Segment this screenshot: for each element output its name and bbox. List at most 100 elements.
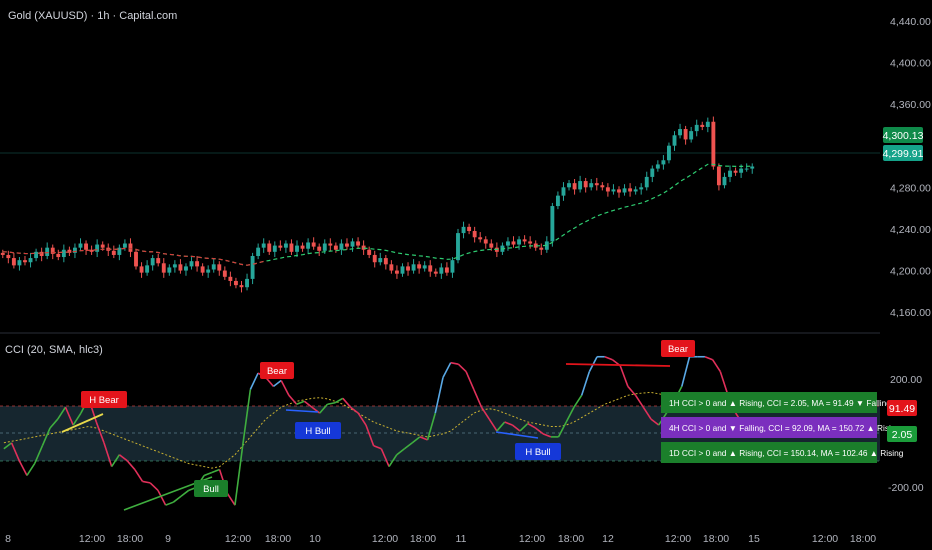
table-row	[661, 392, 877, 413]
candle-body	[594, 183, 599, 186]
candle-body	[394, 270, 399, 274]
candle-body	[655, 164, 660, 169]
cci-segment	[634, 394, 644, 408]
cci-axis-tick-neg200: -200.00	[888, 482, 924, 494]
candle-body	[561, 187, 566, 196]
chart-title: Gold (XAUUSD) · 1h · Capital.com	[8, 10, 177, 22]
candle-body	[694, 124, 699, 132]
candle-body	[555, 195, 560, 207]
cci-segment	[142, 480, 151, 484]
time-tick-label: 15	[748, 533, 760, 545]
candle-body	[456, 233, 460, 261]
candle-body	[739, 168, 744, 173]
candle-body	[100, 244, 105, 248]
cci-segment	[542, 433, 552, 438]
marker-bull: Bull	[194, 480, 228, 497]
divergence-line-blue-2	[495, 431, 539, 439]
candle-body	[78, 243, 83, 248]
marker-box	[81, 391, 127, 408]
cci-segment	[534, 427, 544, 435]
candle-body	[417, 264, 422, 269]
cci-segment	[134, 469, 144, 482]
cci-segment	[64, 406, 74, 426]
cci-segment	[311, 406, 321, 414]
cci-pane[interactable]: CCI (20, SMA, hlc3) H BearBearBearBullH …	[0, 340, 904, 511]
cci-segment	[265, 377, 275, 387]
marker-label: H Bear	[89, 395, 119, 406]
candle-body	[211, 264, 216, 270]
divergence-line-red-1	[565, 363, 671, 367]
cci-segment	[3, 442, 13, 450]
cci-segment	[642, 406, 652, 420]
candle-body	[206, 269, 211, 273]
candles-layer	[0, 116, 755, 293]
candle-body	[367, 249, 372, 255]
candle-body	[711, 121, 716, 167]
time-tick-label: 18:00	[265, 533, 291, 545]
cci-badge-red-text: 91.49	[889, 403, 915, 415]
price-pane[interactable]: Gold (XAUUSD) · 1h · Capital.com	[0, 10, 880, 293]
candle-body	[345, 243, 349, 247]
cci-segment	[41, 427, 51, 447]
time-tick-label: 9	[165, 533, 171, 545]
cci-segment	[419, 436, 428, 441]
table-row	[661, 417, 877, 438]
cci-segment	[149, 482, 159, 491]
candle-body	[483, 239, 488, 244]
cci-segment	[319, 403, 329, 414]
price-tick-label: 4,240.00	[890, 224, 931, 236]
candle-body	[272, 245, 277, 252]
cci-segment	[704, 355, 713, 361]
cci-segment	[496, 421, 506, 432]
cci-segment	[627, 385, 637, 396]
price-badge-teal-text: 4,299.91	[883, 148, 924, 160]
candle-body	[433, 271, 438, 274]
cci-segment	[396, 448, 405, 456]
cci-segment	[434, 377, 444, 414]
candle-body	[683, 129, 688, 140]
table-row-text: 1D CCI > 0 and ▲ Rising, CCI = 150.14, M…	[669, 448, 904, 458]
indicator-title: CCI (20, SMA, hlc3)	[5, 344, 103, 356]
marker-label: Bear	[668, 344, 688, 355]
marker-hbull: H Bull	[515, 443, 561, 460]
candle-body	[550, 206, 555, 242]
candle-body	[322, 243, 327, 251]
candle-body	[295, 245, 299, 252]
candle-body	[184, 266, 188, 271]
time-tick-label: 8	[5, 533, 11, 545]
candle-body	[705, 121, 710, 127]
time-tick-label: 18:00	[558, 533, 584, 545]
divergence-line-yellow	[61, 413, 104, 433]
time-axis[interactable]: 8 12:00 18:00 9 12:00 18:00 10 12:00 18:00 11 12:0…	[5, 533, 876, 545]
candle-body	[406, 266, 410, 271]
cci-segment	[450, 361, 459, 365]
candle-body	[400, 266, 405, 274]
cci-segment	[226, 492, 236, 506]
candle-body	[428, 265, 433, 272]
candle-body	[67, 249, 72, 253]
candle-body	[578, 181, 583, 190]
price-tick-label: 4,280.00	[890, 182, 931, 194]
candle-body	[134, 251, 138, 267]
candle-body	[261, 243, 266, 248]
candle-body	[228, 276, 233, 281]
candle-body	[744, 168, 749, 170]
candle-body	[750, 166, 755, 169]
candle-body	[200, 266, 205, 273]
cci-segment	[711, 359, 722, 373]
candle-body	[89, 249, 94, 252]
time-tick-label: 18:00	[410, 533, 436, 545]
cci-segment	[681, 356, 691, 387]
candle-body	[117, 247, 122, 255]
cci-segment	[580, 371, 591, 396]
moving-average-line-red	[2, 247, 264, 266]
cci-axis[interactable]: 200.00 -200.00 91.49 2.05	[887, 374, 924, 494]
candle-body	[306, 242, 311, 249]
time-tick-label: 12:00	[372, 533, 398, 545]
candle-body	[628, 188, 633, 192]
price-axis[interactable]: 4,440.00 4,400.00 4,360.00 4,280.00 4,240.00…	[883, 16, 931, 319]
candle-body	[716, 166, 721, 186]
candle-body	[6, 254, 11, 259]
candle-body	[233, 280, 238, 286]
